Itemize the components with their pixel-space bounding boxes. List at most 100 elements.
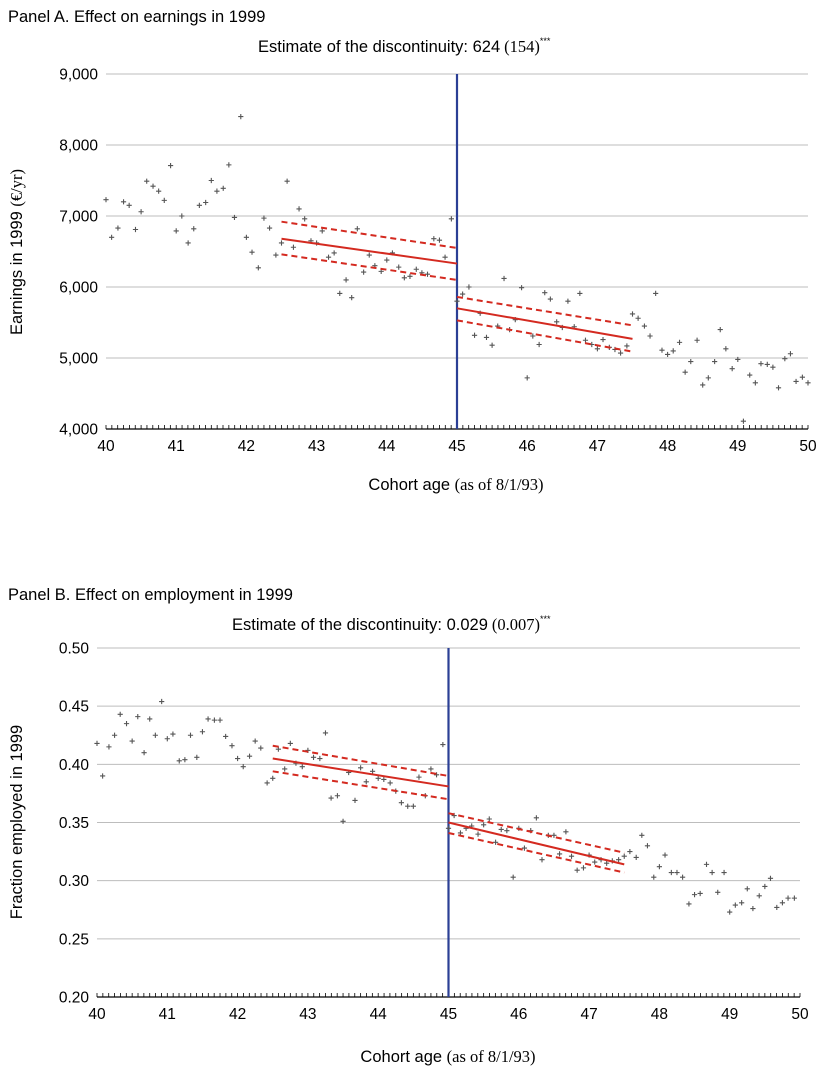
panel-b-data-point (199, 729, 206, 735)
panel-b-xtick-label: 42 (229, 1006, 246, 1023)
panel-a-data-point (629, 311, 636, 317)
panel-b-data-point (779, 900, 786, 906)
panel-b-data-point (147, 716, 153, 722)
panel-a-data-point (126, 202, 132, 208)
panel-b-data-point (475, 831, 481, 837)
panel-a-data-point (641, 323, 648, 329)
panel-a-data-point (161, 197, 167, 203)
panel-b-xlabel-main: Cohort age (360, 1048, 446, 1066)
panel-b-ytick-label: 0.20 (59, 990, 90, 1007)
panel-a-estimate-se: (154) (504, 37, 540, 56)
panel-b-data-point (170, 731, 176, 737)
panel-b-xtick-label: 44 (370, 1006, 388, 1023)
panel-a-data-point (600, 336, 606, 343)
panel-a-data-point (782, 356, 788, 362)
panel-a-data-point (220, 185, 226, 191)
panel-b-data-point (375, 775, 381, 781)
panel-a-data-point (214, 188, 220, 194)
panel-b-data-point (656, 864, 662, 870)
panel-b-data-point (727, 909, 733, 915)
panel-a-data-point (524, 375, 530, 381)
panel-b-data-point (750, 905, 756, 912)
panel-a-data-point (261, 215, 267, 221)
panel-b-data-point (387, 780, 393, 786)
panel-a-xlabel-main: Cohort age (368, 476, 454, 494)
panel-b-data-point (187, 732, 194, 738)
panel-a-data-point (337, 290, 343, 296)
panel-b-data-point (791, 895, 797, 901)
panel-a-data-point (424, 271, 431, 277)
panel-a-ylabel: Earnings in 1999 (€/yr) (7, 169, 26, 335)
panel-a-data-point (401, 275, 407, 281)
panel-a-data-point (436, 237, 443, 243)
panel-b-data-point (651, 874, 657, 880)
panel-a-xtick-label: 41 (168, 438, 185, 455)
panel-a-ci-upper-left (281, 220, 458, 249)
panel-a-data-point (647, 333, 653, 339)
panel-b-data-point (621, 853, 627, 859)
panel-b-data-point (287, 740, 293, 746)
panel-a-data-point (770, 364, 776, 370)
panel-a-data-point (688, 358, 694, 365)
panel-b-data-point (767, 875, 774, 881)
panel-b-data-point (352, 797, 358, 803)
panel-b-xtick-label: 50 (791, 1006, 809, 1023)
panel-b-data-point (282, 766, 288, 772)
panel-a-data-point (156, 188, 162, 194)
panel-b-data-point (94, 740, 100, 746)
panel-b-ci-upper-left (272, 744, 449, 777)
panel-a-data-point (442, 254, 448, 260)
panel-b-data-point (604, 860, 610, 866)
panel-a-xtick-label: 50 (799, 438, 817, 455)
panel-a-title: Panel A. Effect on earnings in 1999 (8, 8, 265, 26)
panel-b-title: Panel B. Effect on employment in 1999 (8, 586, 293, 604)
panel-a-data-point (319, 228, 325, 234)
panel-b-data-point (493, 839, 499, 845)
panel-a-data-point (530, 333, 536, 339)
panel-b-xtick-label: 47 (580, 1006, 597, 1023)
panel-a-data-point (454, 298, 460, 304)
panel-b-data-point (703, 861, 710, 867)
panel-a-data-point (565, 298, 571, 304)
panel-a-data-point (635, 315, 641, 321)
panel-b-data-point (229, 743, 235, 749)
panel-a-estimate-value: 624 (473, 38, 501, 56)
panel-a-ytick-label: 8,000 (59, 138, 98, 155)
panel-b-ylabel-main: Fraction employed in 1999 (8, 725, 26, 919)
panel-a-data-point (115, 225, 121, 231)
panel-b-data-point (662, 852, 668, 858)
panel-b-data-point (644, 843, 651, 849)
panel-a-data-point (624, 343, 630, 349)
panel-b-data-point (592, 859, 598, 865)
panel-a-data-point (431, 236, 437, 242)
panel-b-data-point (211, 717, 218, 723)
panel-a-fit-right (456, 307, 633, 340)
panel-a-xtick-label: 43 (308, 438, 325, 455)
panel-b-data-point (744, 886, 750, 892)
panel-b-data-point (639, 832, 645, 838)
panel-b-data-point (697, 890, 703, 897)
panel-b-data-point (205, 716, 211, 722)
panel-b-data-point (240, 764, 246, 770)
panel-b-xtick-label: 40 (88, 1006, 106, 1023)
panel-b-estimate-se: (0.007) (492, 615, 540, 634)
panel-b-data-point (405, 803, 411, 809)
panel-a-data-point (518, 285, 525, 291)
panel-a-data-point (302, 216, 308, 222)
panel-b-data-point (440, 741, 446, 748)
panel-b-data-point (580, 865, 587, 871)
panel-a-data-point (249, 249, 255, 255)
panel-b-data-point (322, 730, 329, 736)
panel-b-data-point (574, 867, 580, 873)
panel-b-xtick-label: 46 (510, 1006, 527, 1023)
panel-a-xtick-label: 45 (448, 438, 465, 455)
panel-a-data-point (653, 290, 659, 296)
panel-a-data-point (466, 284, 472, 290)
panel-a-ytick-label: 9,000 (59, 67, 98, 84)
panel-b-data-point (410, 803, 416, 809)
panel-a-data-point (179, 213, 185, 219)
panel-b-data-point (252, 738, 258, 744)
panel-a-data-point (799, 374, 805, 380)
panel-a-ytick-label: 6,000 (59, 280, 98, 297)
panel-b-data-point (117, 711, 123, 717)
